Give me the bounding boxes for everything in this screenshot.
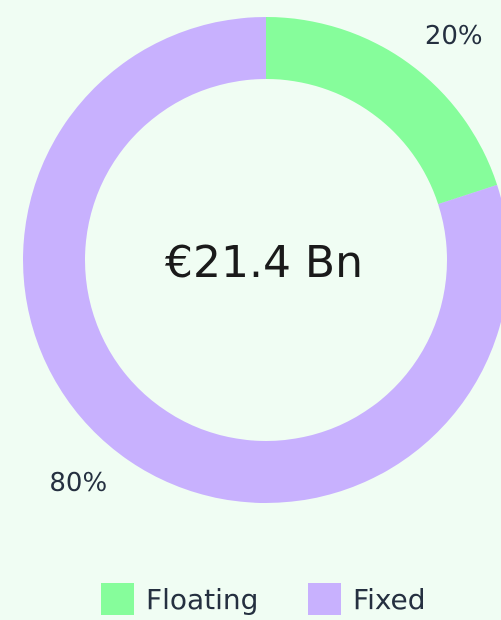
value-label: 80% (49, 468, 107, 498)
legend-swatch (308, 583, 341, 615)
legend-swatch (101, 583, 134, 615)
center-label: €21.4 Bn (165, 237, 363, 288)
value-label: 20% (425, 21, 483, 51)
legend-label: Floating (146, 583, 258, 616)
donut-slice (266, 17, 498, 205)
legend-label: Fixed (353, 583, 426, 616)
